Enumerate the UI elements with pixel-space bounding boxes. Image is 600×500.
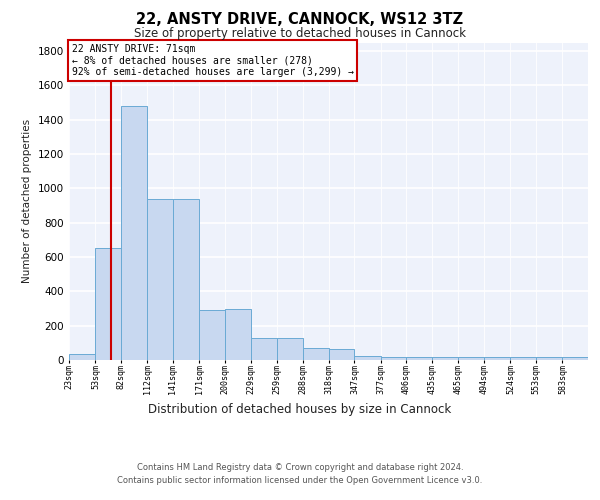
Text: 22, ANSTY DRIVE, CANNOCK, WS12 3TZ: 22, ANSTY DRIVE, CANNOCK, WS12 3TZ <box>136 12 464 28</box>
Text: 22 ANSTY DRIVE: 71sqm
← 8% of detached houses are smaller (278)
92% of semi-deta: 22 ANSTY DRIVE: 71sqm ← 8% of detached h… <box>71 44 353 78</box>
Bar <box>458 358 484 360</box>
Bar <box>302 348 329 360</box>
Bar <box>355 356 381 360</box>
Bar <box>199 310 225 360</box>
Text: Contains public sector information licensed under the Open Government Licence v3: Contains public sector information licen… <box>118 476 482 485</box>
Bar <box>225 310 251 360</box>
Bar <box>562 358 588 360</box>
Bar <box>173 198 199 360</box>
Bar <box>406 356 432 360</box>
Text: Contains HM Land Registry data © Crown copyright and database right 2024.: Contains HM Land Registry data © Crown c… <box>137 462 463 471</box>
Y-axis label: Number of detached properties: Number of detached properties <box>22 119 32 284</box>
Bar <box>536 358 562 360</box>
Bar <box>251 338 277 360</box>
Bar <box>148 198 173 360</box>
Bar <box>95 248 121 360</box>
Bar <box>381 356 406 360</box>
Text: Distribution of detached houses by size in Cannock: Distribution of detached houses by size … <box>148 402 452 415</box>
Bar <box>121 106 148 360</box>
Bar <box>484 358 511 360</box>
Bar <box>511 358 536 360</box>
Bar <box>329 349 355 360</box>
Bar <box>69 354 95 360</box>
Bar <box>432 356 458 360</box>
Bar <box>277 338 302 360</box>
Text: Size of property relative to detached houses in Cannock: Size of property relative to detached ho… <box>134 28 466 40</box>
